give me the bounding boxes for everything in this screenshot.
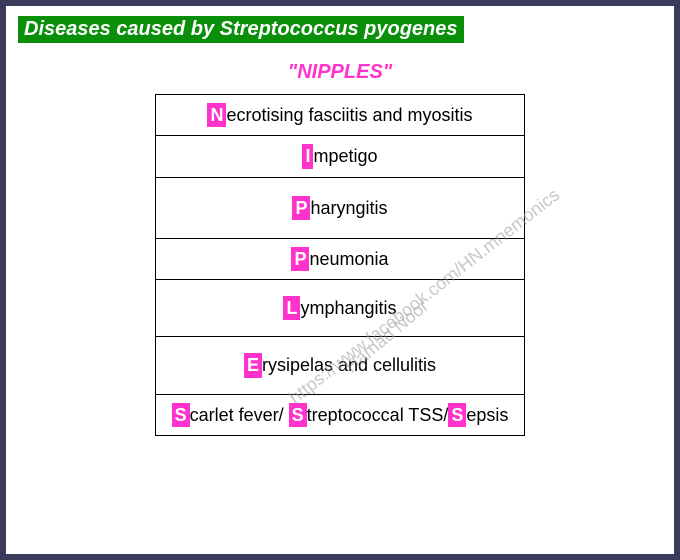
table-row: Lymphangitis <box>156 280 525 337</box>
cell-text: ymphangitis <box>300 298 396 318</box>
table-row: Necrotising fasciitis and myositis <box>156 95 525 136</box>
highlight-letter: S <box>289 403 307 427</box>
table-row: Erysipelas and cellulitis <box>156 337 525 394</box>
title-text: Diseases caused by Streptococcus pyogene… <box>24 18 458 40</box>
table-row: Impetigo <box>156 136 525 177</box>
highlight-letter: S <box>448 403 466 427</box>
cell-n: Necrotising fasciitis and myositis <box>156 95 525 136</box>
cell-i: Impetigo <box>156 136 525 177</box>
cell-l: Lymphangitis <box>156 280 525 337</box>
mnemonic-table: Necrotising fasciitis and myositis Impet… <box>155 94 525 436</box>
cell-text: treptococcal TSS/ <box>307 405 449 425</box>
cell-text: haryngitis <box>310 198 387 218</box>
highlight-letter: E <box>244 353 262 377</box>
highlight-letter: L <box>283 296 300 320</box>
highlight-letter: P <box>292 196 310 220</box>
cell-text: mpetigo <box>313 146 377 166</box>
highlight-letter: I <box>302 144 313 168</box>
cell-text: neumonia <box>309 249 388 269</box>
cell-p2: Pneumonia <box>156 238 525 279</box>
cell-text: ecrotising fasciitis and myositis <box>226 105 472 125</box>
highlight-letter: S <box>172 403 190 427</box>
table-container: Necrotising fasciitis and myositis Impet… <box>18 94 662 436</box>
mnemonic-label: "NIPPLES" <box>288 61 393 83</box>
cell-text: epsis <box>466 405 508 425</box>
cell-p1: Pharyngitis <box>156 177 525 238</box>
table-row: Pharyngitis <box>156 177 525 238</box>
cell-text: carlet fever/ <box>190 405 289 425</box>
mnemonic-heading: "NIPPLES" <box>18 61 662 84</box>
table-row: Pneumonia <box>156 238 525 279</box>
document-frame: Diseases caused by Streptococcus pyogene… <box>0 0 680 560</box>
cell-text: rysipelas and cellulitis <box>262 355 436 375</box>
highlight-letter: N <box>207 103 226 127</box>
cell-e: Erysipelas and cellulitis <box>156 337 525 394</box>
table-row: Scarlet fever/ Streptococcal TSS/Sepsis <box>156 394 525 435</box>
highlight-letter: P <box>291 247 309 271</box>
cell-s: Scarlet fever/ Streptococcal TSS/Sepsis <box>156 394 525 435</box>
page-title: Diseases caused by Streptococcus pyogene… <box>18 16 464 43</box>
